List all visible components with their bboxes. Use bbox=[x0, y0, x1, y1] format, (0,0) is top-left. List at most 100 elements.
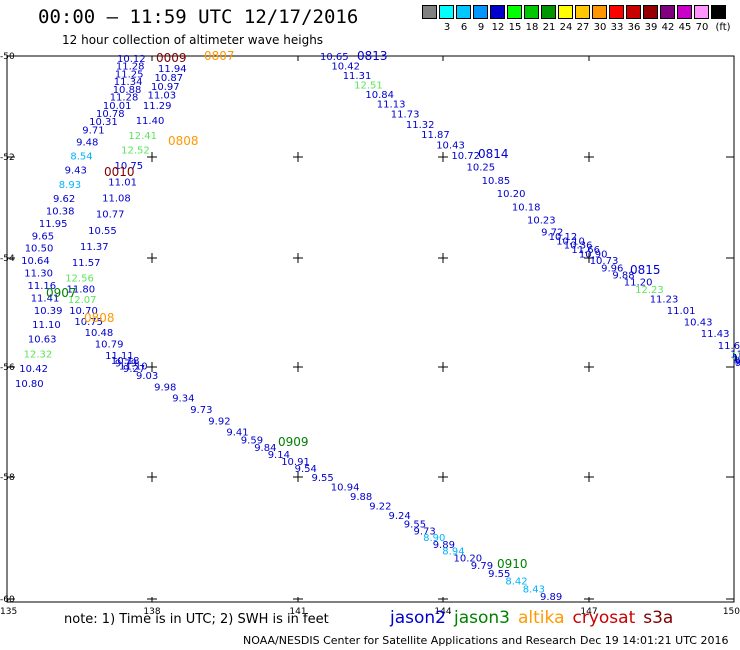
swh-value: 12.41 bbox=[128, 131, 157, 142]
colorbar-label: 45 bbox=[678, 22, 692, 33]
swh-value: 10.97 bbox=[151, 82, 180, 93]
credit-line: NOAA/NESDIS Center for Satellite Applica… bbox=[243, 634, 577, 647]
swh-value: 10.87 bbox=[155, 73, 184, 84]
swh-value: 11.13 bbox=[377, 99, 406, 110]
lon-tick-label: 147 bbox=[580, 607, 597, 617]
pass-labels: 0009 0807 0808 0010 0907 0808 0909 0910 0813 0814… bbox=[46, 49, 661, 571]
swh-value: 11.32 bbox=[406, 120, 435, 131]
swh-value: 10.55 bbox=[88, 226, 117, 237]
footnote: note: 1) Time is in UTC; 2) SWH is in fe… bbox=[64, 612, 329, 627]
wave-height-observations: 10.1211.2811.2511.3410.8811.2810.0110.78… bbox=[15, 52, 740, 603]
swh-value: 8.43 bbox=[523, 584, 545, 595]
colorbar-label: 6 bbox=[460, 22, 468, 33]
swh-value: 10.10 bbox=[556, 236, 585, 247]
colorbar-swatch bbox=[677, 5, 692, 19]
swh-value: 9.39 bbox=[734, 356, 740, 367]
swh-value: 10.79 bbox=[95, 340, 124, 351]
swh-value: 10.80 bbox=[15, 379, 44, 390]
swh-value: 10.85 bbox=[482, 176, 511, 187]
swh-value: 11.25 bbox=[115, 69, 144, 80]
swh-value: 11.10 bbox=[119, 361, 148, 372]
swh-value: 11.95 bbox=[39, 219, 68, 230]
swh-value: 9.55 bbox=[404, 520, 426, 531]
swh-value: 9.73 bbox=[190, 405, 212, 416]
swh-value: 10.64 bbox=[21, 256, 50, 267]
satellite-legend: jason2 jason3 altika cryosat s3a bbox=[390, 608, 681, 628]
swh-value: 10.31 bbox=[89, 117, 118, 128]
colorbar-swatch bbox=[609, 5, 624, 19]
colorbar-label: 42 bbox=[661, 22, 675, 33]
swh-value: 9.43 bbox=[65, 166, 87, 177]
generation-timestamp: Dec 19 14:01:21 UTC 2016 bbox=[580, 634, 729, 647]
swh-value: 10.63 bbox=[28, 335, 57, 346]
lat-tick-label: -52 bbox=[0, 153, 15, 163]
swh-value: 10.43 bbox=[436, 141, 465, 152]
colorbar-label: 30 bbox=[593, 22, 607, 33]
swh-value: 10.01 bbox=[733, 355, 740, 366]
swh-value: 10.42 bbox=[19, 364, 48, 375]
swh-value: 11.61 bbox=[718, 341, 740, 352]
swh-value: 8.42 bbox=[505, 577, 527, 588]
colorbar-swatch bbox=[660, 5, 675, 19]
swh-value: 11.87 bbox=[421, 130, 450, 141]
swh-value: 9.55 bbox=[312, 473, 334, 484]
swh-value: 9.54 bbox=[295, 464, 317, 475]
swh-value: 11.28 bbox=[110, 93, 139, 104]
lon-tick-label: 138 bbox=[143, 607, 160, 617]
swh-value: 9.27 bbox=[123, 364, 145, 375]
colorbar-label: 24 bbox=[559, 22, 573, 33]
colorbar-swatch bbox=[524, 5, 539, 19]
colorbar-swatch bbox=[422, 5, 437, 19]
colorbar-label: 33 bbox=[610, 22, 624, 33]
lat-tick-label: -50 bbox=[0, 52, 15, 62]
colorbar-swatch bbox=[473, 5, 488, 19]
swh-value: 10.20 bbox=[497, 189, 526, 200]
swh-value: 10.70 bbox=[69, 306, 98, 317]
swh-value: 11.66 bbox=[571, 245, 600, 256]
pass-label: 0808 bbox=[168, 134, 199, 148]
swh-value: 10.90 bbox=[579, 249, 608, 260]
swh-value: 9.65 bbox=[32, 231, 54, 242]
swh-value: 12.56 bbox=[65, 274, 94, 285]
swh-value: 10.72 bbox=[451, 151, 480, 162]
swh-value: 9.24 bbox=[389, 511, 411, 522]
swh-value: 11.08 bbox=[102, 194, 131, 205]
swh-value: 10.50 bbox=[25, 244, 54, 255]
pass-label: 0807 bbox=[204, 49, 235, 63]
swh-value: 11.06 bbox=[732, 353, 740, 364]
swh-value: 11.29 bbox=[143, 101, 172, 112]
swh-value: 8.90 bbox=[423, 533, 445, 544]
colorbar-label: 15 bbox=[508, 22, 522, 33]
swh-value: 10.20 bbox=[454, 554, 483, 565]
swh-value: 11.94 bbox=[158, 64, 187, 75]
colorbar-label: 27 bbox=[576, 22, 590, 33]
swh-value: 10.18 bbox=[111, 356, 140, 367]
pass-label: 0010 bbox=[104, 165, 135, 179]
swh-value: 12.51 bbox=[354, 80, 383, 91]
swh-value: 10.84 bbox=[365, 90, 394, 101]
satellite-legend-item: jason2 bbox=[390, 608, 446, 628]
swh-value: 9.48 bbox=[76, 137, 98, 148]
swh-value: 11.30 bbox=[24, 269, 53, 280]
swh-value: 10.25 bbox=[467, 163, 496, 174]
swh-value: 9 bbox=[735, 358, 740, 369]
swh-value: 9.89 bbox=[540, 592, 562, 603]
pass-label: 0910 bbox=[497, 557, 528, 571]
swh-value: 9.92 bbox=[208, 416, 230, 427]
page-title: 00:00 – 11:59 UTC 12/17/2016 bbox=[38, 6, 359, 28]
axis-ticks: 135 138 141 144 147 150 -50 -52 -54 -56 -58 -60 bbox=[0, 52, 740, 617]
swh-value: 10.94 bbox=[331, 482, 360, 493]
swh-value: 10.39 bbox=[34, 306, 63, 317]
swh-value: 8.94 bbox=[442, 547, 464, 558]
pass-label: 0808 bbox=[84, 311, 115, 325]
swh-value: 10.65 bbox=[320, 52, 349, 63]
lon-tick-label: 144 bbox=[434, 607, 451, 617]
swh-value: 12.32 bbox=[24, 349, 53, 360]
swh-value: 11.10 bbox=[32, 320, 61, 331]
swh-value: 9.98 bbox=[154, 382, 176, 393]
colorbar-label: 9 bbox=[477, 22, 485, 33]
swh-value: 9.88 bbox=[350, 492, 372, 503]
lon-tick-label: 150 bbox=[723, 607, 740, 617]
swh-value: 9.84 bbox=[254, 443, 276, 454]
swh-value: 10.43 bbox=[684, 318, 713, 329]
